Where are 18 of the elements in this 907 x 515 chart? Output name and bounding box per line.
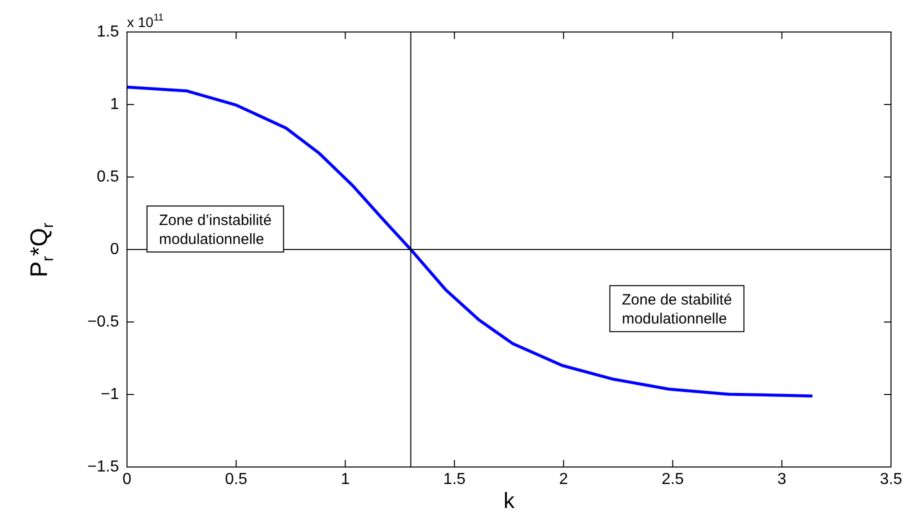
y-tick-label: 0.5 [96,168,120,186]
x-tick-label: 2 [559,471,568,488]
x-tick-label: 0.5 [225,471,248,488]
x-tick-label: 1 [340,471,350,488]
annotation: Zone de stabilité modulationnelle [622,292,732,328]
x-tick-label: 3.5 [880,471,902,488]
y-tick-label: 0 [110,240,120,258]
y-tick-label: −1.5 [87,458,120,476]
y-tick-label: −1 [100,386,120,403]
x-tick-label: 1.5 [443,471,466,488]
x-tick-label: 3 [777,471,786,488]
x-axis-title: k [504,488,516,513]
y-tick-label: 1.5 [96,23,120,40]
annotation: Zone d’instabilité modulationnelle [159,212,272,248]
x-tick-label: 2.5 [662,471,684,488]
y-tick-label: 1 [110,96,120,113]
y-tick-label: −0.5 [87,313,120,330]
x-tick-label: 0 [122,471,132,488]
